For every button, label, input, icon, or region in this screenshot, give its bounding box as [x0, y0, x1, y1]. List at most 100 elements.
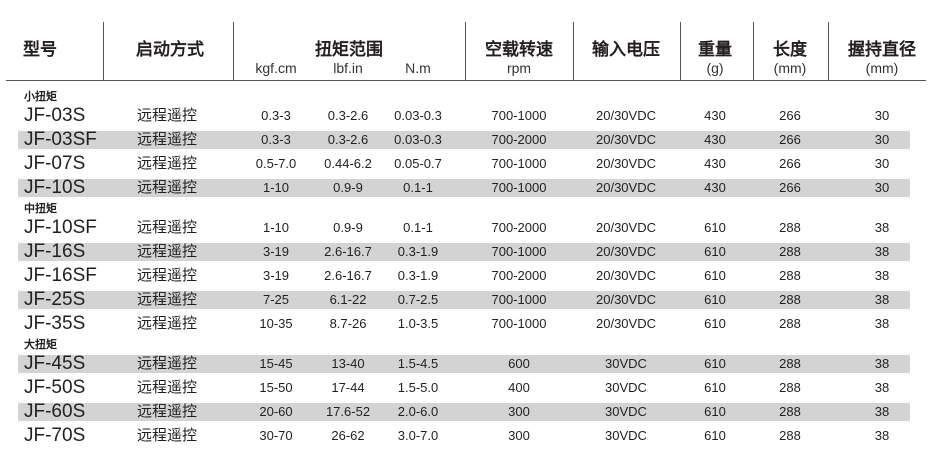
cell-rpm: 400 [508, 380, 530, 395]
table-row: JF-35S 远程遥控 10-35 8.7-26 1.0-3.5 700-1000 20/3… [0, 312, 930, 336]
cell-dia: 38 [874, 220, 890, 235]
cell-volt: 20/30VDC [596, 156, 656, 171]
section-label: 大扭矩 [24, 339, 57, 351]
cell-nm: 0.1-1 [403, 180, 433, 195]
cell-dia: 38 [874, 316, 890, 331]
cell-rpm: 700-1000 [491, 156, 547, 171]
cell-method: 远程遥控 [137, 315, 198, 332]
cell-rpm: 700-2000 [491, 220, 547, 235]
table-row: JF-45S 远程遥控 15-45 13-40 1.5-4.5 600 30VDC 610 28… [0, 352, 930, 376]
cell-dia: 38 [874, 404, 890, 419]
unit-rpm: rpm [506, 60, 532, 76]
cell-kgf: 1-10 [262, 220, 290, 235]
cell-dia: 30 [874, 180, 890, 195]
cell-method: 远程遥控 [137, 427, 198, 444]
table-row: JF-16S 远程遥控 3-19 2.6-16.7 0.3-1.9 700-1000 20/… [0, 240, 930, 264]
cell-nm: 0.1-1 [403, 220, 433, 235]
cell-lbf: 13-40 [331, 356, 365, 371]
cell-model: JF-10SF [24, 217, 97, 238]
cell-model: JF-07S [24, 153, 86, 174]
divider [753, 22, 754, 80]
header-model: 型号 [23, 40, 57, 59]
cell-nm: 0.05-0.7 [394, 156, 442, 171]
cell-dia: 38 [874, 380, 890, 395]
cell-model: JF-25S [24, 289, 86, 310]
cell-method: 远程遥控 [137, 243, 198, 260]
table-row: JF-03SF 远程遥控 0.3-3 0.3-2.6 0.03-0.3 700-2000 2… [0, 128, 930, 152]
cell-weight: 610 [704, 268, 726, 283]
cell-model: JF-16SF [24, 265, 97, 286]
cell-volt: 20/30VDC [596, 180, 656, 195]
unit-weight: (g) [706, 60, 724, 76]
cell-weight: 430 [704, 180, 726, 195]
cell-kgf: 1-10 [262, 180, 290, 195]
unit-nm: N.m [405, 60, 431, 76]
cell-method: 远程遥控 [137, 379, 198, 396]
table-row: JF-10S 远程遥控 1-10 0.9-9 0.1-1 700-1000 20/30VDC… [0, 176, 930, 200]
cell-lbf: 26-62 [331, 428, 365, 443]
row-shading [18, 291, 910, 309]
header-weight: 重量 [698, 40, 732, 59]
cell-nm: 3.0-7.0 [397, 428, 439, 443]
row-shading [18, 355, 910, 373]
cell-length: 266 [779, 180, 801, 195]
cell-dia: 38 [874, 244, 890, 259]
cell-dia: 30 [874, 156, 890, 171]
cell-weight: 610 [704, 244, 726, 259]
cell-nm: 0.03-0.3 [394, 108, 442, 123]
cell-kgf: 15-45 [259, 356, 293, 371]
cell-dia: 38 [874, 268, 890, 283]
cell-kgf: 20-60 [259, 404, 293, 419]
cell-weight: 610 [704, 380, 726, 395]
cell-lbf: 17.6-52 [325, 404, 371, 419]
cell-lbf: 2.6-16.7 [324, 244, 372, 259]
divider [103, 22, 104, 80]
divider [465, 22, 466, 80]
cell-nm: 0.03-0.3 [394, 132, 442, 147]
unit-diameter: (mm) [865, 60, 899, 76]
header-start-method: 启动方式 [136, 40, 204, 59]
header-diameter: 握持直径 [848, 40, 916, 59]
cell-weight: 610 [704, 404, 726, 419]
cell-kgf: 7-25 [262, 292, 290, 307]
cell-length: 288 [779, 316, 801, 331]
cell-lbf: 0.3-2.6 [327, 132, 369, 147]
cell-volt: 30VDC [605, 356, 647, 371]
section-label: 小扭矩 [24, 91, 57, 103]
unit-length: (mm) [773, 60, 807, 76]
cell-volt: 30VDC [605, 380, 647, 395]
cell-rpm: 700-1000 [491, 244, 547, 259]
cell-nm: 2.0-6.0 [397, 404, 439, 419]
cell-length: 266 [779, 132, 801, 147]
divider [828, 22, 829, 80]
cell-lbf: 6.1-22 [329, 292, 367, 307]
header-length: 长度 [773, 40, 807, 59]
cell-rpm: 300 [508, 404, 530, 419]
cell-nm: 1.5-4.5 [397, 356, 439, 371]
cell-lbf: 17-44 [331, 380, 365, 395]
cell-length: 288 [779, 268, 801, 283]
cell-rpm: 300 [508, 428, 530, 443]
header-voltage: 输入电压 [592, 40, 660, 59]
cell-kgf: 0.5-7.0 [255, 156, 297, 171]
cell-method: 远程遥控 [137, 155, 198, 172]
cell-method: 远程遥控 [137, 291, 198, 308]
cell-dia: 30 [874, 108, 890, 123]
cell-rpm: 600 [508, 356, 530, 371]
cell-length: 288 [779, 380, 801, 395]
divider [680, 22, 681, 80]
cell-model: JF-50S [24, 377, 86, 398]
cell-kgf: 15-50 [259, 380, 293, 395]
cell-volt: 20/30VDC [596, 244, 656, 259]
row-shading [18, 131, 910, 149]
cell-volt: 20/30VDC [596, 132, 656, 147]
cell-method: 远程遥控 [137, 179, 198, 196]
divider [573, 22, 574, 80]
cell-kgf: 0.3-3 [261, 108, 291, 123]
cell-volt: 20/30VDC [596, 268, 656, 283]
cell-lbf: 0.9-9 [333, 180, 363, 195]
table-row: JF-03S 远程遥控 0.3-3 0.3-2.6 0.03-0.3 700-1000 20… [0, 104, 930, 128]
divider [233, 22, 234, 80]
table-row: JF-60S 远程遥控 20-60 17.6-52 2.0-6.0 300 30VDC 610… [0, 400, 930, 424]
cell-weight: 610 [704, 292, 726, 307]
